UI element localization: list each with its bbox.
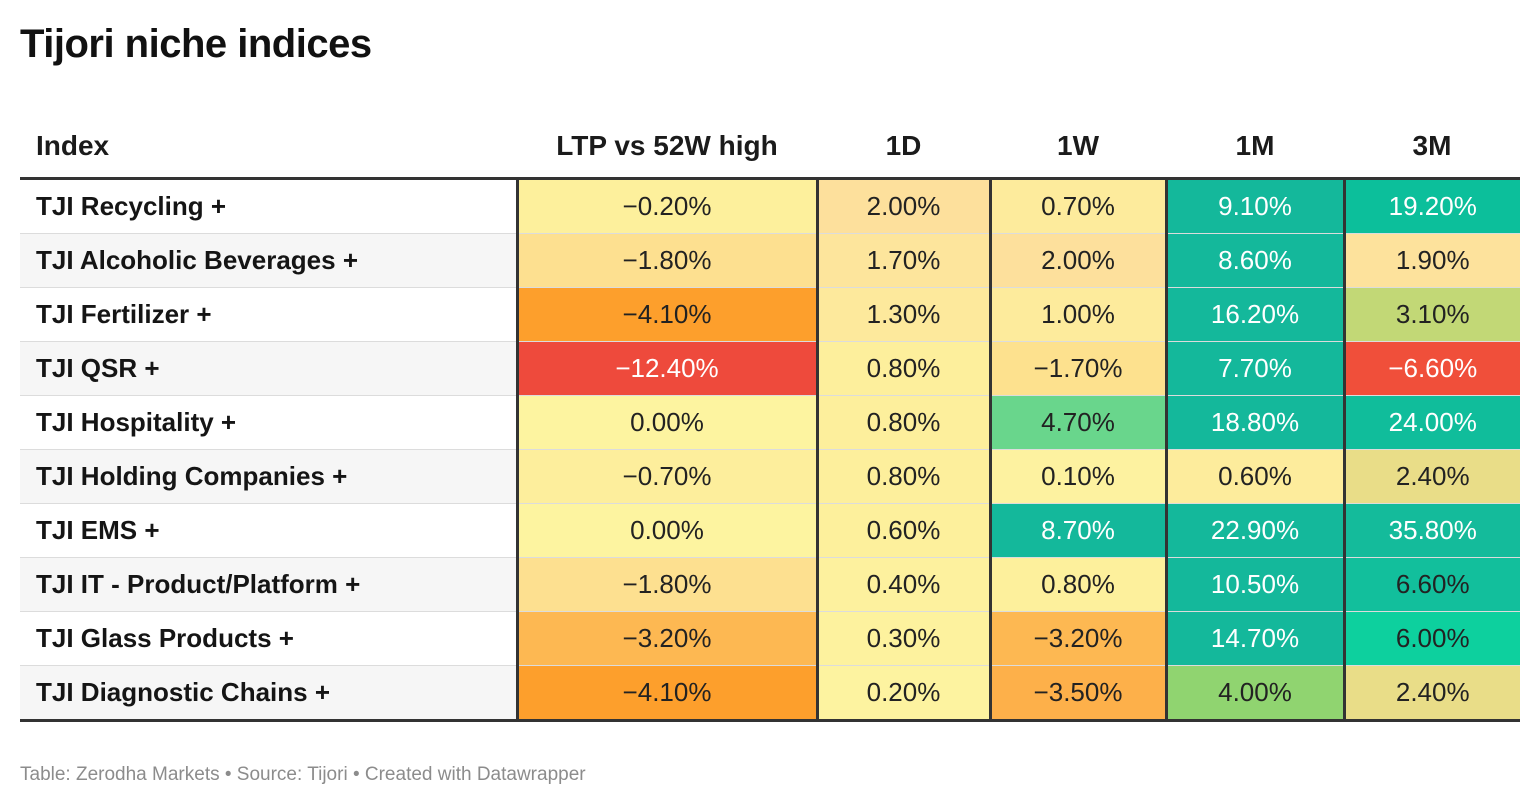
cell-1m: 0.60% bbox=[1164, 449, 1344, 504]
cell-1w: −1.70% bbox=[988, 341, 1166, 396]
column-header-1w[interactable]: 1W bbox=[990, 115, 1166, 180]
table-row: TJI EMS +0.00% 0.60% 8.70% 22.90% 35.80% bbox=[20, 503, 1520, 558]
cell-ltp-vs-52w-high: −12.40% bbox=[515, 341, 817, 396]
cell-1m: 8.60% bbox=[1164, 233, 1344, 288]
index-name-cell: TJI EMS + bbox=[20, 503, 517, 558]
footer-credits: Table: Zerodha Markets • Source: Tijori … bbox=[20, 764, 586, 785]
index-name-cell: TJI Glass Products + bbox=[20, 611, 517, 666]
cell-ltp-vs-52w-high: −1.80% bbox=[515, 233, 817, 288]
cell-3m: 24.00% bbox=[1342, 395, 1520, 450]
cell-1m: 4.00% bbox=[1164, 665, 1344, 722]
cell-1d: 1.30% bbox=[815, 287, 990, 342]
cell-1w: −3.20% bbox=[988, 611, 1166, 666]
cell-ltp-vs-52w-high: 0.00% bbox=[515, 503, 817, 558]
index-name-cell: TJI Holding Companies + bbox=[20, 449, 517, 504]
cell-1w: 4.70% bbox=[988, 395, 1166, 450]
cell-1m: 7.70% bbox=[1164, 341, 1344, 396]
cell-ltp-vs-52w-high: −0.70% bbox=[515, 449, 817, 504]
table-row: TJI Diagnostic Chains + −4.10% 0.20% −3.50%… bbox=[20, 665, 1520, 722]
cell-1w: 8.70% bbox=[988, 503, 1166, 558]
table-row: TJI Glass Products + −3.20% 0.30% −3.20% 14.… bbox=[20, 611, 1520, 666]
cell-1d: 1.70% bbox=[815, 233, 990, 288]
cell-ltp-vs-52w-high: −4.10% bbox=[515, 665, 817, 722]
cell-ltp-vs-52w-high: −1.80% bbox=[515, 557, 817, 612]
index-name-cell: TJI Fertilizer + bbox=[20, 287, 517, 342]
cell-1d: 0.80% bbox=[815, 395, 990, 450]
index-name-cell: TJI Alcoholic Beverages + bbox=[20, 233, 517, 288]
column-header-1d[interactable]: 1D bbox=[817, 115, 990, 180]
cell-1m: 18.80% bbox=[1164, 395, 1344, 450]
cell-1w: 0.70% bbox=[988, 178, 1166, 234]
cell-ltp-vs-52w-high: −4.10% bbox=[515, 287, 817, 342]
table-row: TJI QSR + −12.40% 0.80% −1.70% 7.70% −6.60% bbox=[20, 341, 1520, 396]
index-name-cell: TJI QSR + bbox=[20, 341, 517, 396]
cell-1w: 2.00% bbox=[988, 233, 1166, 288]
column-header-index[interactable]: Index bbox=[20, 115, 517, 180]
cell-1m: 14.70% bbox=[1164, 611, 1344, 666]
cell-3m: 35.80% bbox=[1342, 503, 1520, 558]
cell-3m: 2.40% bbox=[1342, 665, 1520, 722]
cell-ltp-vs-52w-high: −0.20% bbox=[515, 178, 817, 234]
cell-1d: 0.40% bbox=[815, 557, 990, 612]
page-title: Tijori niche indices bbox=[20, 22, 372, 66]
cell-1m: 22.90% bbox=[1164, 503, 1344, 558]
cell-3m: 6.00% bbox=[1342, 611, 1520, 666]
cell-3m: 6.60% bbox=[1342, 557, 1520, 612]
column-header-1m[interactable]: 1M bbox=[1166, 115, 1344, 180]
cell-ltp-vs-52w-high: 0.00% bbox=[515, 395, 817, 450]
cell-1m: 16.20% bbox=[1164, 287, 1344, 342]
table-row: TJI Holding Companies + −0.70% 0.80% 0.10% 0… bbox=[20, 449, 1520, 504]
cell-ltp-vs-52w-high: −3.20% bbox=[515, 611, 817, 666]
table-row: TJI Hospitality +0.00% 0.80% 4.70% 18.80% 24… bbox=[20, 395, 1520, 450]
table-row: TJI Alcoholic Beverages + −1.80% 1.70% 2.00… bbox=[20, 233, 1520, 288]
cell-3m: 2.40% bbox=[1342, 449, 1520, 504]
table-row: TJI Recycling + −0.20% 2.00% 0.70% 9.10% 19.2… bbox=[20, 178, 1520, 234]
cell-1d: 0.60% bbox=[815, 503, 990, 558]
table-row: TJI Fertilizer + −4.10% 1.30% 1.00% 16.20% 3.… bbox=[20, 287, 1520, 342]
cell-3m: 3.10% bbox=[1342, 287, 1520, 342]
table-header-row: Index LTP vs 52W high 1D 1W 1M 3M bbox=[20, 115, 1520, 180]
cell-1w: 1.00% bbox=[988, 287, 1166, 342]
cell-1w: 0.80% bbox=[988, 557, 1166, 612]
cell-1d: 2.00% bbox=[815, 178, 990, 234]
indices-table: Index LTP vs 52W high 1D 1W 1M 3M TJI Re… bbox=[20, 115, 1520, 722]
cell-1w: −3.50% bbox=[988, 665, 1166, 722]
table-row: TJI IT - Product/Platform + −1.80% 0.40% 0.… bbox=[20, 557, 1520, 612]
cell-1d: 0.80% bbox=[815, 341, 990, 396]
index-name-cell: TJI Recycling + bbox=[20, 178, 517, 234]
cell-1d: 0.30% bbox=[815, 611, 990, 666]
cell-3m: −6.60% bbox=[1342, 341, 1520, 396]
index-name-cell: TJI Hospitality + bbox=[20, 395, 517, 450]
cell-3m: 19.20% bbox=[1342, 178, 1520, 234]
cell-1d: 0.80% bbox=[815, 449, 990, 504]
cell-3m: 1.90% bbox=[1342, 233, 1520, 288]
table-body: TJI Recycling + −0.20% 2.00% 0.70% 9.10% 19.2… bbox=[20, 178, 1520, 722]
index-name-cell: TJI IT - Product/Platform + bbox=[20, 557, 517, 612]
index-name-cell: TJI Diagnostic Chains + bbox=[20, 665, 517, 722]
cell-1m: 10.50% bbox=[1164, 557, 1344, 612]
cell-1w: 0.10% bbox=[988, 449, 1166, 504]
cell-1d: 0.20% bbox=[815, 665, 990, 722]
cell-1m: 9.10% bbox=[1164, 178, 1344, 234]
column-header-3m[interactable]: 3M bbox=[1344, 115, 1520, 180]
column-header-ltp-vs-52w-high[interactable]: LTP vs 52W high bbox=[517, 115, 817, 180]
